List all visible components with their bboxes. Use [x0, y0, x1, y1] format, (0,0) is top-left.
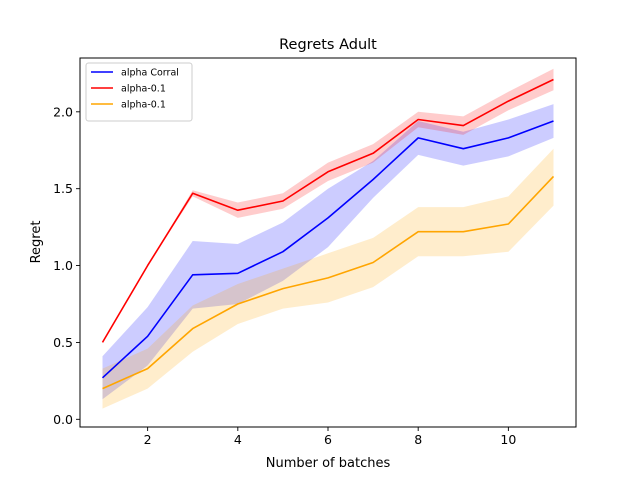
y-axis-ticks: 0.0 0.5 1.0 1.5 2.0 — [53, 104, 80, 427]
x-tick-label: 10 — [500, 432, 516, 447]
legend-label: alpha-0.1 — [121, 84, 166, 95]
legend-box — [85, 62, 193, 122]
y-tick-label: 1.5 — [53, 181, 73, 196]
x-tick-label: 4 — [234, 432, 242, 447]
x-axis-ticks: 2 4 6 8 10 — [144, 427, 516, 447]
series-band-0 — [102, 104, 554, 400]
x-tick-label: 8 — [414, 432, 422, 447]
chart-title: Regrets Adult — [279, 37, 377, 53]
legend: alpha Corral alpha-0.1 alpha-0.1 — [85, 62, 193, 122]
y-tick-label: 2.0 — [53, 104, 73, 119]
x-axis-label: Number of batches — [266, 456, 391, 471]
legend-label: alpha Corral — [121, 68, 179, 79]
series-line-2 — [102, 175, 555, 390]
y-tick-label: 0.0 — [53, 412, 73, 427]
y-tick-label: 1.0 — [53, 258, 73, 273]
x-tick-label: 2 — [144, 432, 152, 447]
legend-label: alpha-0.1 — [121, 100, 166, 111]
y-tick-label: 0.5 — [53, 335, 73, 350]
y-axis-label: Regret — [29, 221, 44, 264]
series-lines — [101, 78, 555, 390]
x-tick-label: 6 — [324, 432, 332, 447]
series-line-0 — [101, 120, 554, 379]
series-line-1 — [101, 78, 554, 343]
series-band-1 — [102, 68, 554, 343]
